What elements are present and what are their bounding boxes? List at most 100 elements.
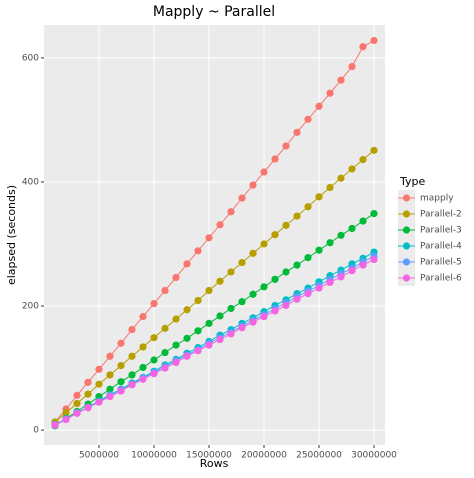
point: [172, 273, 180, 282]
point: [260, 312, 268, 321]
point: [315, 193, 323, 201]
point: [172, 358, 180, 367]
point: [117, 387, 125, 395]
legend-point: [402, 274, 411, 282]
point: [249, 249, 257, 257]
point: [227, 268, 235, 276]
point: [139, 343, 147, 351]
point: [139, 375, 147, 383]
point: [95, 380, 103, 388]
point: [62, 415, 70, 424]
point: [161, 348, 169, 357]
point: [293, 261, 301, 269]
legend-label: Parallel-2: [420, 210, 462, 220]
point: [359, 217, 367, 225]
x-axis-label: Rows: [200, 457, 229, 470]
point: [95, 398, 103, 406]
point: [260, 283, 268, 291]
point: [128, 381, 136, 389]
point: [359, 156, 367, 164]
point: [238, 298, 246, 306]
x-tick-label: 20000000: [241, 451, 287, 461]
point: [161, 324, 169, 332]
point: [315, 102, 323, 110]
point: [216, 335, 224, 344]
point: [62, 409, 70, 417]
point: [183, 334, 191, 342]
point: [282, 221, 290, 229]
point: [106, 352, 114, 360]
legend-label: mapply: [420, 194, 454, 204]
point: [161, 364, 169, 372]
point: [128, 371, 136, 379]
point: [271, 275, 279, 283]
point: [359, 261, 367, 269]
point: [348, 267, 356, 275]
point: [326, 89, 334, 97]
point: [260, 168, 268, 176]
y-tick-label: 0: [33, 426, 39, 436]
point: [106, 371, 114, 379]
point: [205, 319, 213, 328]
point: [238, 324, 246, 332]
legend-point: [402, 242, 411, 250]
point: [84, 390, 92, 398]
point: [315, 246, 323, 254]
x-tick-label: 25000000: [296, 451, 342, 461]
point: [370, 209, 378, 218]
point: [51, 421, 59, 429]
point: [271, 231, 279, 239]
point: [128, 352, 136, 360]
point: [205, 234, 213, 242]
point: [150, 334, 158, 342]
x-tick-label: 10000000: [131, 451, 177, 461]
legend-title: Type: [399, 175, 425, 188]
point: [282, 268, 290, 276]
point: [216, 312, 224, 320]
legend-point: [402, 210, 411, 218]
legend-label: Parallel-6: [420, 274, 462, 284]
point: [150, 356, 158, 364]
point: [315, 284, 323, 292]
point: [271, 307, 279, 315]
point: [260, 240, 268, 248]
point: [216, 221, 224, 229]
point: [95, 365, 103, 373]
legend-label: Parallel-3: [420, 226, 462, 236]
point: [271, 155, 279, 163]
point: [106, 385, 114, 393]
point: [326, 239, 334, 247]
point: [194, 327, 202, 335]
point: [139, 312, 147, 321]
point: [293, 128, 301, 136]
point: [238, 194, 246, 202]
point: [337, 231, 345, 239]
point: [172, 341, 180, 349]
point: [348, 224, 356, 233]
point: [194, 347, 202, 355]
point: [205, 286, 213, 295]
point: [73, 391, 81, 399]
point: [84, 404, 92, 412]
point: [117, 378, 125, 386]
y-tick-label: 200: [22, 302, 39, 312]
point: [73, 409, 81, 417]
point: [326, 278, 334, 287]
point: [249, 290, 257, 298]
point: [293, 295, 301, 303]
point: [249, 181, 257, 189]
point: [128, 326, 136, 334]
legend-point: [402, 226, 411, 234]
point: [337, 273, 345, 281]
point: [183, 306, 191, 314]
point: [150, 299, 158, 308]
point: [227, 208, 235, 216]
legend-label: Parallel-4: [420, 242, 462, 252]
legend-point: [402, 258, 411, 266]
x-tick-label: 30000000: [351, 451, 397, 461]
point: [150, 370, 158, 378]
point: [172, 315, 180, 323]
point: [139, 363, 147, 372]
point: [304, 254, 312, 262]
